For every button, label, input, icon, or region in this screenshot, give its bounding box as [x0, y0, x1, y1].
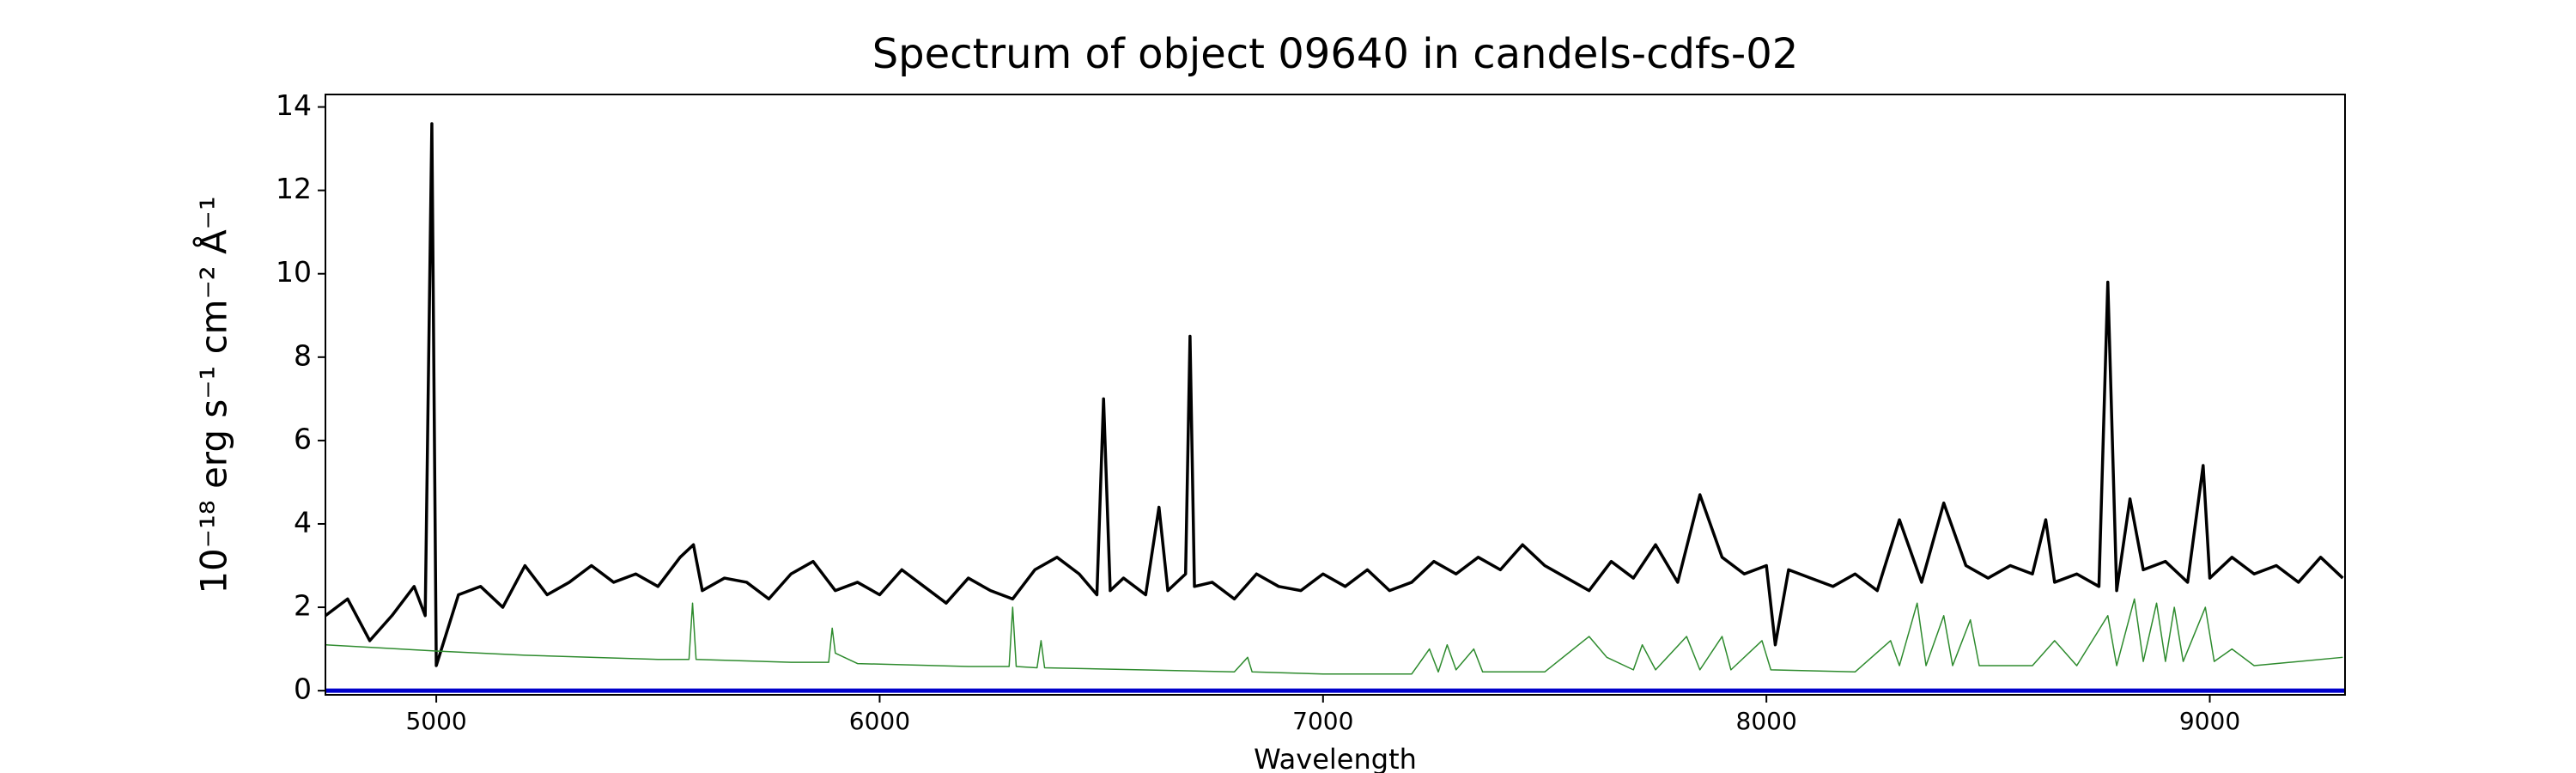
x-tick-label: 6000: [849, 707, 910, 735]
y-tick-label: 6: [294, 422, 312, 455]
x-tick-label: 8000: [1736, 707, 1797, 735]
x-tick-label: 9000: [2179, 707, 2240, 735]
y-tick-label: 10: [276, 255, 312, 289]
y-tick-label: 12: [276, 172, 312, 205]
x-tick-label: 5000: [405, 707, 466, 735]
y-tick-label: 0: [294, 673, 312, 706]
chart-title: Spectrum of object 09640 in candels-cdfs…: [872, 30, 1799, 78]
spectrum-line: [325, 122, 2344, 667]
x-tick-label: 7000: [1292, 707, 1353, 735]
plot-frame: [325, 94, 2346, 696]
y-tick-label: 4: [294, 505, 312, 539]
x-axis-label: Wavelength: [1254, 743, 1417, 773]
y-axis-label: 10⁻¹⁸ erg s⁻¹ cm⁻² Å⁻¹: [192, 196, 235, 593]
spectrum-line: [325, 598, 2343, 675]
y-tick-label: 14: [276, 88, 312, 122]
y-tick-label: 8: [294, 338, 312, 372]
y-tick-label: 2: [294, 589, 312, 623]
